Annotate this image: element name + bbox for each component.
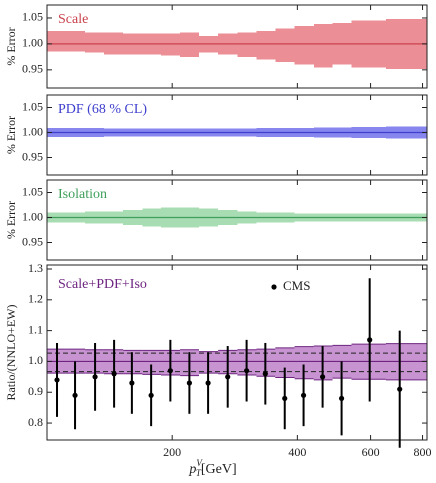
data-point	[367, 337, 373, 343]
y-tick-label: 0.9	[28, 384, 43, 398]
data-point	[282, 395, 288, 402]
y-tick-label: 1.00	[22, 209, 43, 223]
legend-marker	[271, 284, 277, 290]
band-segment	[180, 32, 199, 57]
band-segment	[294, 25, 314, 65]
panel	[47, 19, 427, 69]
y-tick-label: 1.2	[28, 292, 43, 306]
y-tick-label: 0.95	[22, 62, 43, 76]
panel-label: Scale	[58, 12, 88, 27]
panel-frame	[46, 4, 428, 89]
y-axis-label: % Error	[4, 201, 18, 239]
band-segment	[256, 30, 276, 60]
data-point	[167, 368, 173, 374]
panel	[47, 343, 427, 381]
panel-frame	[46, 94, 428, 176]
data-point	[111, 371, 117, 377]
y-tick-label: 1.05	[22, 99, 43, 113]
y-tick-label: 0.95	[22, 149, 43, 163]
data-point	[320, 374, 326, 380]
data-point	[244, 368, 250, 374]
panel	[47, 207, 427, 228]
y-tick-label: 1.3	[28, 261, 43, 275]
x-tick-label: 800	[414, 445, 432, 459]
y-tick-label: 1.05	[22, 10, 43, 24]
band-segment	[142, 350, 162, 375]
band-segment	[275, 347, 295, 378]
panel-frame	[46, 179, 428, 261]
x-label-sup: V	[196, 458, 203, 468]
y-tick-label: 1.1	[28, 322, 43, 336]
data-point	[186, 380, 192, 386]
data-point	[262, 371, 268, 377]
y-tick-label: 1.00	[22, 124, 43, 138]
y-tick-label: 0.8	[28, 415, 43, 429]
y-tick-label: 1.00	[22, 36, 43, 50]
band-segment	[237, 32, 257, 57]
x-label-base: p	[188, 462, 196, 477]
band-segment	[313, 24, 333, 68]
y-axis-label: Ratio/(NNLO+EW)	[4, 304, 18, 400]
y-tick-label: 1.05	[22, 184, 43, 198]
data-point	[225, 374, 231, 380]
data-point	[54, 377, 60, 383]
panel-label: Isolation	[58, 187, 107, 202]
x-axis-label: pV T[GeV]	[188, 458, 236, 478]
panel	[47, 126, 427, 139]
panel-frame	[46, 264, 428, 441]
band-segment	[65, 30, 86, 52]
band-segment	[275, 28, 295, 63]
data-point	[72, 392, 78, 398]
data-point	[148, 392, 154, 398]
x-label-unit: [GeV]	[201, 462, 237, 477]
data-point	[338, 395, 345, 402]
x-tick-label: 200	[163, 445, 181, 459]
x-tick-label: 600	[362, 445, 380, 459]
x-label-sub: T	[196, 468, 202, 478]
panel-label: Scale+PDF+Iso	[58, 277, 147, 292]
y-tick-label: 0.95	[22, 234, 43, 248]
data-point	[205, 380, 211, 386]
data-point	[92, 374, 98, 380]
y-tick-label: 1.0	[28, 353, 43, 367]
data-point	[397, 386, 403, 392]
legend-label: CMS	[283, 278, 310, 293]
data-point	[300, 392, 307, 398]
panel-label: PDF (68 % CL)	[58, 102, 147, 117]
band-segment	[47, 30, 66, 52]
y-axis-label: % Error	[4, 27, 18, 65]
data-point	[129, 380, 135, 386]
band-segment	[85, 32, 104, 53]
x-tick-label: 400	[288, 445, 306, 459]
y-axis-label: % Error	[4, 116, 18, 154]
band-segment	[294, 346, 314, 379]
